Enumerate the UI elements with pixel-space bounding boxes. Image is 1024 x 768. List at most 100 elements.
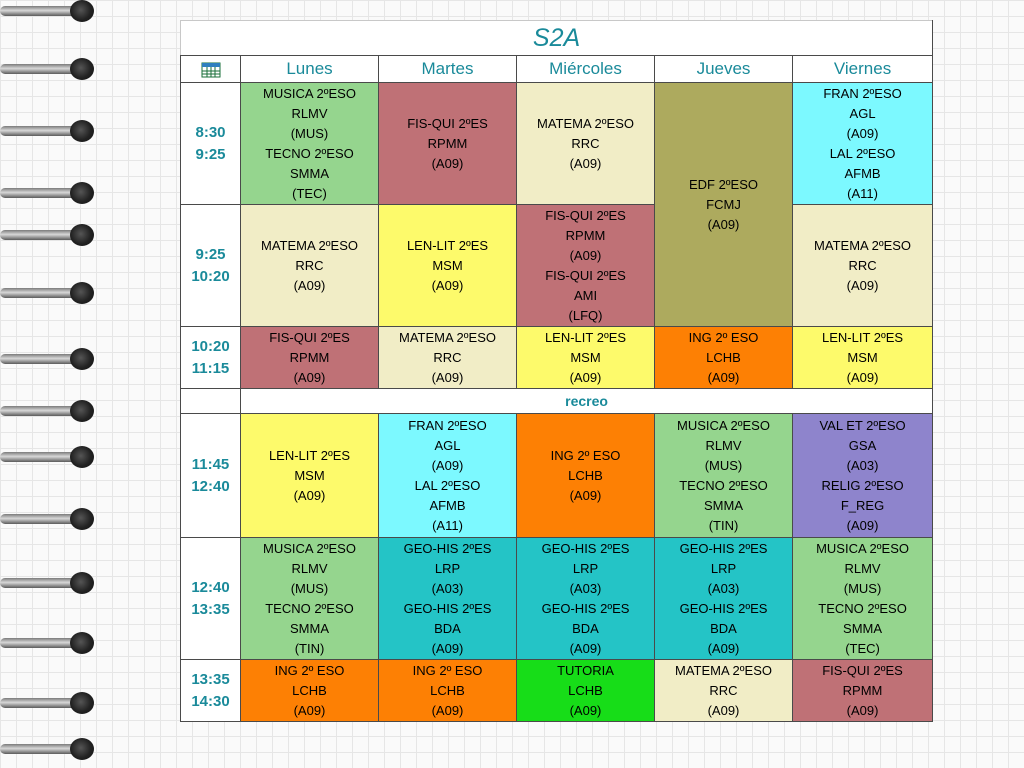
class-slot[interactable]: MUSICA 2ºESO RLMV (MUS) TECNO 2ºESO SMMA (TEC…	[791, 537, 934, 660]
slot-line: TECNO 2ºESO	[265, 145, 354, 161]
class-slot[interactable]: ING 2º ESO LCHB (A09)	[516, 413, 655, 538]
class-slot[interactable]: MUSICA 2ºESO RLMV (MUS) TECNO 2ºESO SMMA (TIN…	[240, 537, 379, 660]
slot-line: GEO-HIS 2ºES	[541, 600, 630, 616]
slot-line: (A09)	[293, 277, 326, 293]
slot-line: TECNO 2ºESO	[265, 600, 354, 616]
slot-line: (A11)	[432, 517, 463, 533]
time-slot-row: 13:35 14:30 ING 2º ESO LCHB (A09) ING 2º ESO L…	[180, 659, 934, 722]
class-slot[interactable]: TUTORIA LCHB (A09)	[516, 659, 655, 722]
slot-line: GEO-HIS 2ºES	[679, 540, 768, 556]
spiral-hole	[70, 224, 94, 246]
end-time: 13:35	[191, 600, 230, 618]
class-slot[interactable]: MATEMA 2ºESO RRC (A09)	[240, 204, 379, 327]
class-slot[interactable]: LEN-LIT 2ºES MSM (A09)	[240, 413, 379, 538]
class-slot[interactable]: FRAN 2ºESO AGL (A09) LAL 2ºESO AFMB (A11)	[791, 82, 934, 205]
class-slot[interactable]: ING 2º ESO LCHB (A09)	[240, 659, 379, 722]
slot-line: FRAN 2ºESO	[408, 417, 487, 433]
start-time: 11:45	[191, 455, 230, 473]
day-header: Miércoles	[516, 55, 655, 83]
notebook-spiral	[0, 0, 110, 768]
class-slot[interactable]: MATEMA 2ºESO RRC (A09)	[791, 204, 934, 327]
class-slot[interactable]: GEO-HIS 2ºES LRP (A03) GEO-HIS 2ºES BDA (A09)	[516, 537, 655, 660]
time-slot-row: 8:30 9:25 MUSICA 2ºESO RLMV (MUS) TECNO 2ºESO…	[180, 82, 934, 327]
spiral-hole	[70, 508, 94, 530]
calendar-icon[interactable]	[201, 62, 221, 78]
slot-line: EDF 2ºESO	[688, 176, 759, 192]
time-slot-row: 11:45 12:40 LEN-LIT 2ºES MSM (A09) FRAN 2ºESO…	[180, 413, 934, 538]
time-range: 8:30 9:25	[180, 82, 241, 205]
class-slot[interactable]: MUSICA 2ºESO RLMV (MUS) TECNO 2ºESO SMMA (TIN…	[654, 413, 793, 538]
day-header: Martes	[378, 55, 517, 83]
slot-line: MATEMA 2ºESO	[814, 237, 912, 253]
slot-line: (A09)	[293, 487, 326, 503]
class-slot[interactable]: LEN-LIT 2ºES MSM (A09)	[791, 326, 934, 389]
calendar-icon-cell[interactable]	[180, 55, 241, 83]
spiral-ring	[0, 348, 96, 370]
slot-line: LCHB	[292, 682, 327, 698]
slot-line: RRC	[433, 349, 462, 365]
class-slot[interactable]: MATEMA 2ºESO RRC (A09)	[378, 326, 517, 389]
slot-line: BDA	[572, 620, 599, 636]
spiral-wire	[0, 514, 78, 524]
slot-line: (LFQ)	[568, 307, 603, 323]
class-slot[interactable]: FIS-QUI 2ºES RPMM (A09)	[378, 82, 517, 205]
spiral-ring	[0, 738, 96, 760]
slot-line: (A11)	[847, 185, 878, 201]
spiral-hole	[70, 182, 94, 204]
class-slot[interactable]: MATEMA 2ºESO RRC (A09)	[516, 82, 655, 205]
end-time: 9:25	[195, 145, 226, 163]
slot-line: (TEC)	[845, 640, 880, 656]
class-slot[interactable]: FRAN 2ºESO AGL (A09) LAL 2ºESO AFMB (A11)	[378, 413, 517, 538]
slot-line: LAL 2ºESO	[414, 477, 481, 493]
class-slot[interactable]: ING 2º ESO LCHB (A09)	[378, 659, 517, 722]
slot-line: LEN-LIT 2ºES	[821, 329, 904, 345]
slot-line: (A09)	[569, 640, 602, 656]
slot-line: MATEMA 2ºESO	[399, 329, 496, 345]
slot-line: TUTORIA	[557, 662, 614, 678]
slot-line: MATEMA 2ºESO	[537, 115, 634, 131]
class-slot[interactable]: LEN-LIT 2ºES MSM (A09)	[516, 326, 655, 389]
class-slot[interactable]: GEO-HIS 2ºES LRP (A03) GEO-HIS 2ºES BDA (A09)	[378, 537, 517, 660]
slot-line: RLMV	[844, 560, 881, 576]
slot-line: TECNO 2ºESO	[818, 600, 907, 616]
slot-line: RRC	[295, 257, 324, 273]
spiral-wire	[0, 64, 78, 74]
class-slot[interactable]: ING 2º ESO LCHB (A09)	[654, 326, 793, 389]
start-time: 12:40	[191, 578, 230, 596]
time-range: 10:20 11:15	[180, 326, 241, 389]
slot-line: TECNO 2ºESO	[679, 477, 768, 493]
class-slot[interactable]: MUSICA 2ºESO RLMV (MUS) TECNO 2ºESO SMMA (TEC…	[240, 82, 379, 205]
slot-line: (A09)	[707, 702, 740, 718]
slot-line: FIS-QUI 2ºES	[545, 207, 626, 223]
spiral-wire	[0, 452, 78, 462]
slot-line: AGL	[849, 105, 876, 121]
slot-line: LEN-LIT 2ºES	[406, 237, 489, 253]
slot-line: ING 2º ESO	[274, 662, 345, 678]
slot-line: LRP	[710, 560, 737, 576]
spiral-wire	[0, 744, 78, 754]
slot-line: SMMA	[704, 497, 743, 513]
spiral-hole	[70, 0, 94, 22]
slot-line: (MUS)	[290, 125, 329, 141]
timetable-sheet: S2A Lunes Mart	[179, 20, 934, 722]
class-slot[interactable]: MATEMA 2ºESO RRC (A09)	[654, 659, 793, 722]
slot-line: (A09)	[846, 702, 879, 718]
slot-line: ING 2º ESO	[550, 447, 621, 463]
class-slot[interactable]: FIS-QUI 2ºES RPMM (A09) FIS-QUI 2ºES AMI (LFQ…	[516, 204, 655, 327]
slot-line: LRP	[572, 560, 599, 576]
slot-line: (A09)	[431, 640, 464, 656]
class-slot[interactable]: EDF 2ºESO FCMJ (A09)	[654, 82, 793, 327]
slot-line: SMMA	[290, 165, 329, 181]
class-slot[interactable]: FIS-QUI 2ºES RPMM (A09)	[240, 326, 379, 389]
slot-line: GSA	[848, 437, 877, 453]
slot-line: RRC	[709, 682, 738, 698]
class-slot[interactable]: FIS-QUI 2ºES RPMM (A09)	[791, 659, 934, 722]
time-slot-row: 10:20 11:15 FIS-QUI 2ºES RPMM (A09) MATEMA 2º…	[180, 326, 934, 389]
slot-line: LCHB	[568, 682, 603, 698]
slot-line: (A09)	[707, 369, 740, 385]
spiral-hole	[70, 282, 94, 304]
slot-line: (MUS)	[290, 580, 329, 596]
class-slot[interactable]: VAL ET 2ºESO GSA (A03) RELIG 2ºESO F_REG (A09…	[791, 413, 934, 538]
class-slot[interactable]: LEN-LIT 2ºES MSM (A09)	[378, 204, 517, 327]
class-slot[interactable]: GEO-HIS 2ºES LRP (A03) GEO-HIS 2ºES BDA (A09)	[654, 537, 793, 660]
